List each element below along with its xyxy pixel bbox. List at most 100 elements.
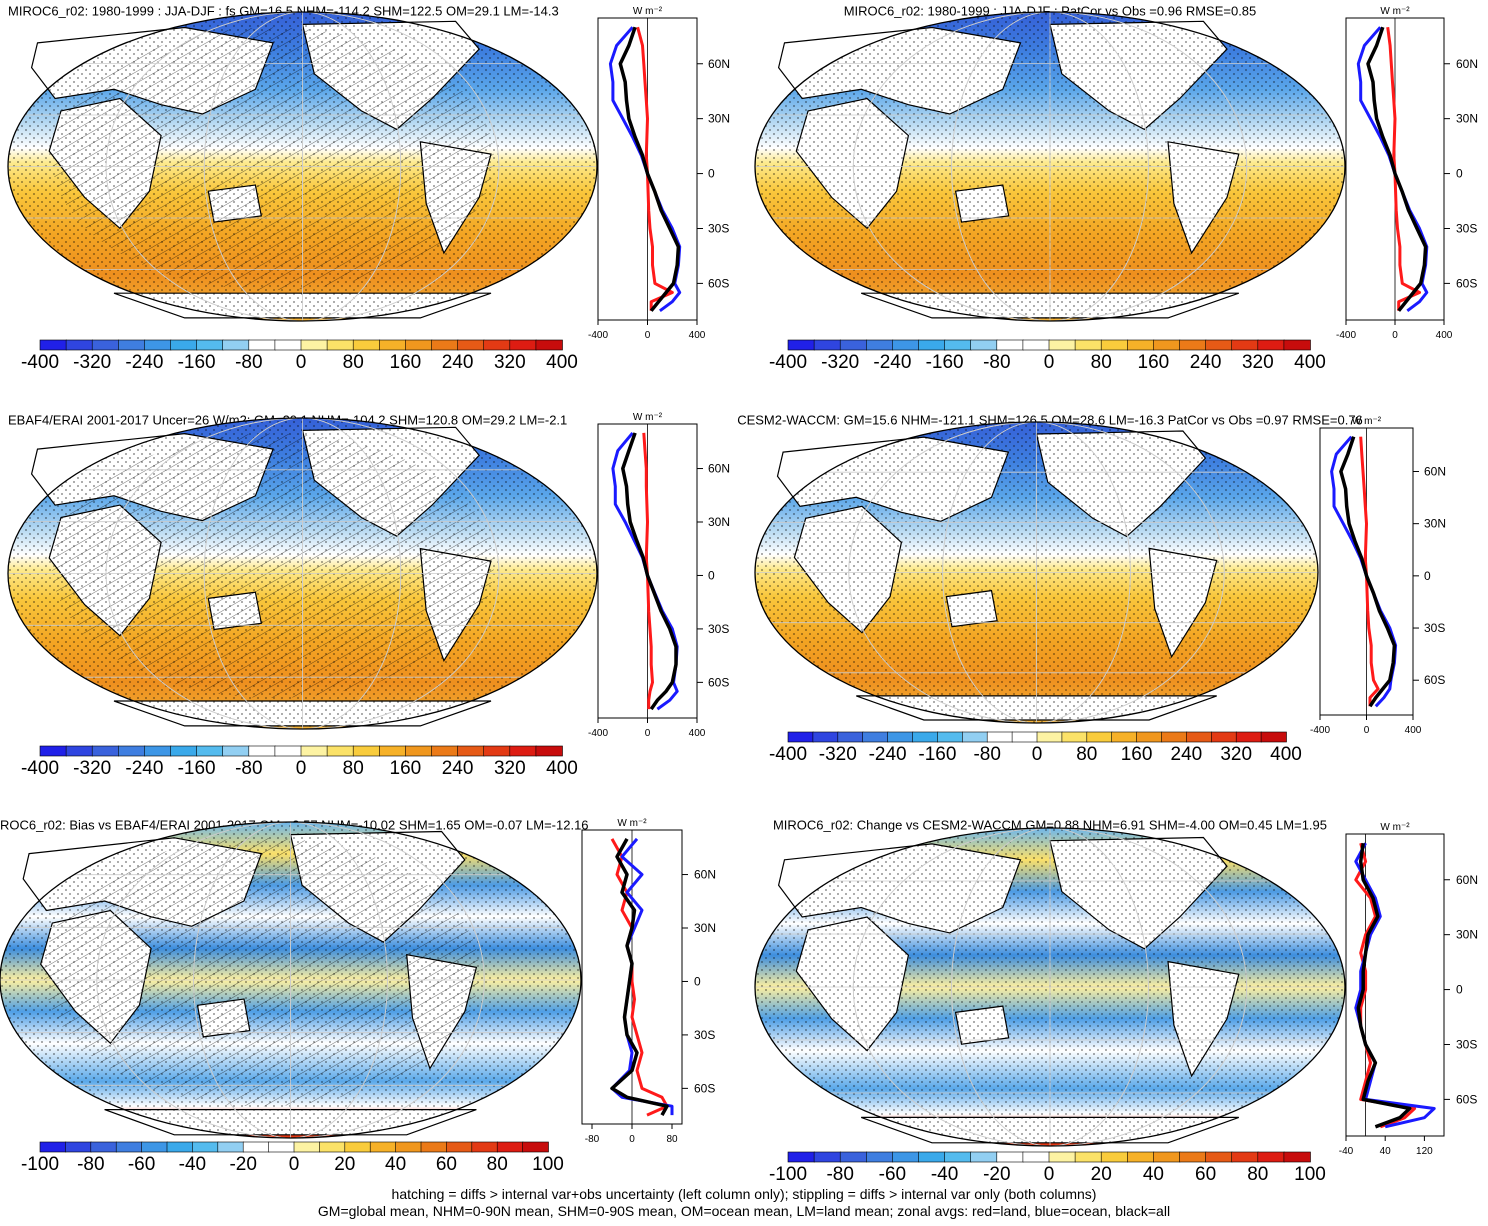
colorbar-box — [840, 1152, 867, 1162]
colorbar-box — [197, 340, 224, 350]
colorbar-label: 160 — [390, 758, 422, 779]
colorbar-label: -160 — [178, 352, 216, 373]
colorbar-label: 240 — [1171, 744, 1203, 765]
zonal-x-label: -400 — [1336, 330, 1356, 341]
zonal-x-label: 40 — [1380, 1146, 1392, 1157]
panel-bottom-left: ROC6_r02: Bias vs EBAF4/ERAI 2001-2017 G… — [0, 817, 716, 1175]
colorbar-box — [171, 340, 198, 350]
colorbar-label: -160 — [926, 352, 964, 373]
colorbar-box — [945, 340, 972, 350]
colorbar-box — [1284, 340, 1311, 350]
lat-label: 30N — [708, 112, 730, 126]
zonal-x-label: -40 — [1339, 1146, 1354, 1157]
colorbar-box — [301, 746, 328, 756]
colorbar-box — [167, 1142, 193, 1152]
colorbar-label: -240 — [869, 744, 907, 765]
lat-label: 60S — [1456, 1092, 1477, 1106]
colorbar-label: -80 — [826, 1164, 853, 1185]
colorbar-box — [370, 1142, 396, 1152]
colorbar-box — [65, 1142, 91, 1152]
colorbar-box — [1049, 340, 1076, 350]
colorbar-box — [892, 340, 919, 350]
colorbar-box — [144, 340, 171, 350]
colorbar-label: 40 — [1143, 1164, 1164, 1185]
colorbar-box — [1062, 732, 1087, 742]
lat-label: 30N — [1456, 928, 1478, 942]
colorbar-box — [788, 732, 813, 742]
lat-label: 60S — [708, 276, 729, 290]
colorbar-box — [327, 746, 354, 756]
zonal-units: W m⁻² — [617, 818, 647, 829]
lat-label: 60N — [1456, 57, 1478, 71]
colorbar-box — [1284, 1152, 1311, 1162]
colorbar-label: -80 — [235, 352, 262, 373]
colorbar-label: -400 — [21, 352, 59, 373]
colorbar-label: 0 — [1032, 744, 1043, 765]
colorbar-label: 80 — [1247, 1164, 1268, 1185]
zonal-series-all — [623, 433, 676, 709]
lat-label: 60N — [708, 57, 730, 71]
colorbar-box — [1206, 1152, 1233, 1162]
colorbar-label: -320 — [73, 758, 111, 779]
colorbar-box — [1023, 340, 1050, 350]
colorbar-box — [919, 340, 946, 350]
colorbar-label: 400 — [546, 758, 578, 779]
colorbar-box — [294, 1142, 320, 1152]
colorbar-box — [1101, 1152, 1128, 1162]
colorbar-label: -80 — [77, 1154, 104, 1175]
colorbar-box — [497, 1142, 523, 1152]
colorbar-box — [1075, 340, 1102, 350]
colorbar-box — [1162, 732, 1187, 742]
lat-label: 60S — [1456, 276, 1477, 290]
colorbar-box — [1153, 340, 1180, 350]
colorbar-box — [421, 1142, 447, 1152]
colorbar-box — [997, 1152, 1024, 1162]
colorbar-box — [144, 746, 171, 756]
colorbar-box — [987, 732, 1012, 742]
zonal-x-label: 0 — [1364, 725, 1370, 736]
colorbar-box — [405, 746, 432, 756]
colorbar-box — [1206, 340, 1233, 350]
colorbar-box — [510, 746, 537, 756]
colorbar-box — [510, 340, 537, 350]
colorbar-box — [353, 746, 380, 756]
colorbar-label: 20 — [1091, 1164, 1112, 1185]
colorbar-box — [866, 340, 893, 350]
colorbar-box — [472, 1142, 498, 1152]
colorbar-box — [1101, 340, 1128, 350]
colorbar-box — [863, 732, 888, 742]
colorbar-label: 0 — [1044, 352, 1055, 373]
colorbar-box — [913, 732, 938, 742]
colorbar-label: 240 — [1190, 352, 1222, 373]
footer-line-2: GM=global mean, NHM=0-90N mean, SHM=0-90… — [0, 1203, 1488, 1220]
colorbar-box — [484, 340, 511, 350]
colorbar-box — [275, 746, 302, 756]
zonal-units: W m⁻² — [633, 412, 663, 423]
zonal-units: W m⁻² — [1380, 822, 1410, 833]
colorbar-box — [1236, 732, 1261, 742]
zonal-series-land — [1361, 437, 1378, 707]
lat-label: 0 — [1456, 167, 1463, 181]
colorbar-box — [66, 746, 93, 756]
colorbar-box — [405, 340, 432, 350]
panel-bottom-right: MIROC6_r02: Change vs CESM2-WACCM GM=0.8… — [755, 817, 1478, 1185]
lat-label: 60S — [708, 675, 729, 689]
lat-label: 30N — [1424, 517, 1446, 531]
colorbar-box — [945, 1152, 972, 1162]
zonal-series-land — [612, 839, 667, 1115]
colorbar-box — [971, 1152, 998, 1162]
lat-label: 30S — [1456, 1037, 1477, 1051]
zonal-x-label: 0 — [645, 330, 651, 341]
colorbar-label: -20 — [229, 1154, 256, 1175]
zonal-units: W m⁻² — [1352, 416, 1382, 427]
colorbar-label: 80 — [343, 352, 364, 373]
lat-label: 0 — [708, 167, 715, 181]
colorbar-label: 160 — [1121, 744, 1153, 765]
colorbar-box — [192, 1142, 218, 1152]
colorbar-box — [223, 340, 250, 350]
colorbar-box — [118, 340, 145, 350]
colorbar-box — [1180, 340, 1207, 350]
map-hatching — [52, 27, 494, 290]
colorbar-box — [92, 746, 119, 756]
colorbar-box — [92, 340, 119, 350]
